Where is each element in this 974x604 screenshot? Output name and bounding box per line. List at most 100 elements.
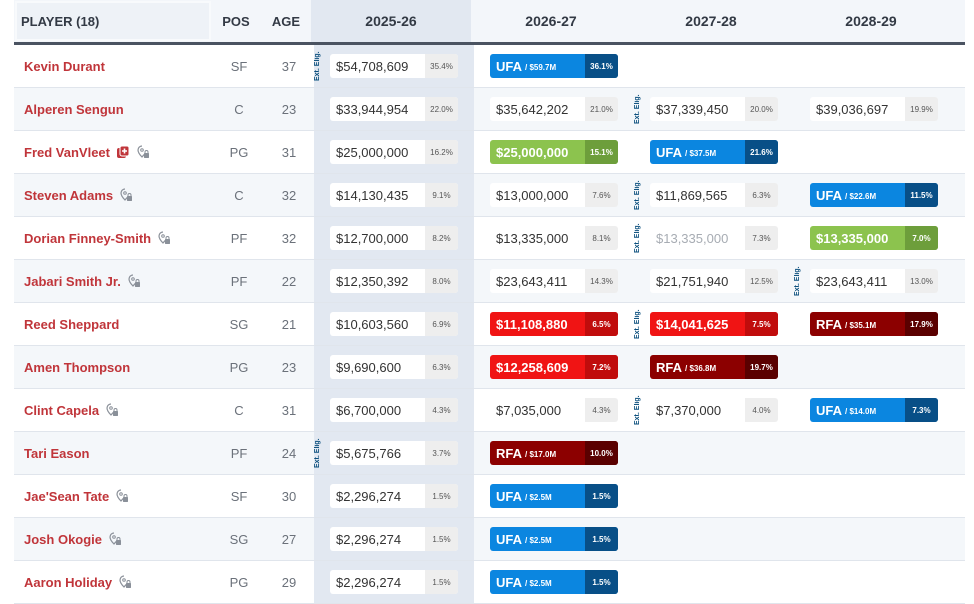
salary-box[interactable]: $5,675,766 3.7%: [330, 441, 458, 465]
ufa-badge[interactable]: UFA / $37.5M 21.6%: [650, 140, 778, 164]
cap-percent: 8.1%: [585, 226, 618, 250]
age-cell: 29: [281, 574, 297, 590]
player-name-link[interactable]: Kevin Durant: [24, 58, 105, 74]
salary-box[interactable]: $21,751,940 12.5%: [650, 269, 778, 293]
cap-hold-amount: / $35.1M: [845, 321, 877, 330]
player-name-link[interactable]: Reed Sheppard: [24, 316, 120, 332]
player-name-link[interactable]: Clint Capela: [24, 402, 100, 418]
salary-box[interactable]: $10,603,560 6.9%: [330, 312, 458, 336]
cap-hold-amount: / $17.0M: [525, 450, 557, 459]
cap-percent: 20.0%: [745, 97, 778, 121]
cap-percent: 1.5%: [585, 570, 618, 594]
position-cell: SF: [230, 58, 248, 74]
no-trade-icon[interactable]: [115, 489, 129, 503]
salary-box[interactable]: $23,643,411 14.3%: [490, 269, 618, 293]
salary-box[interactable]: $25,000,000 16.2%: [330, 140, 458, 164]
player-cell: Dorian Finney-Smith: [14, 231, 214, 246]
salary-box[interactable]: $23,643,411 13.0%: [810, 269, 938, 293]
salary-cell-year-0: $5,675,766 3.7% Ext. Elig.: [314, 432, 474, 474]
ext-elig-label: Ext. Elig.: [634, 180, 641, 210]
salary-value: $35,642,202: [496, 101, 569, 117]
salary-box[interactable]: $12,700,000 8.2%: [330, 226, 458, 250]
salary-value: $21,751,940: [656, 273, 729, 289]
no-trade-icon[interactable]: [118, 575, 132, 589]
injury-icon[interactable]: [116, 145, 130, 159]
salary-cell-year-3: RFA / $35.1M 17.9%: [794, 303, 954, 345]
salary-box[interactable]: $13,335,000 7.0%: [810, 226, 938, 250]
salary-box[interactable]: $13,000,000 7.6%: [490, 183, 618, 207]
salary-box[interactable]: $7,035,000 4.3%: [490, 398, 618, 422]
no-trade-icon[interactable]: [127, 274, 141, 288]
free-agent-type: RFA: [496, 445, 522, 461]
player-name-link[interactable]: Jabari Smith Jr.: [24, 273, 121, 289]
player-cell: Amen Thompson: [14, 360, 214, 375]
salary-box[interactable]: $39,036,697 19.9%: [810, 97, 938, 121]
player-cell: Alperen Sengun: [14, 102, 214, 117]
salary-value: $13,335,000: [656, 230, 729, 246]
ufa-badge[interactable]: UFA / $2.5M 1.5%: [490, 570, 618, 594]
rfa-badge[interactable]: RFA / $36.8M 19.7%: [650, 355, 778, 379]
header-age[interactable]: AGE: [271, 13, 301, 29]
player-name-link[interactable]: Steven Adams: [24, 187, 114, 203]
salary-cell-year-2: $21,751,940 12.5%: [634, 260, 794, 302]
salary-box[interactable]: $7,370,000 4.0%: [650, 398, 778, 422]
ext-elig-label: Ext. Elig.: [314, 438, 321, 468]
salary-box[interactable]: $25,000,000 15.1%: [490, 140, 618, 164]
salary-box[interactable]: $11,108,880 6.5%: [490, 312, 618, 336]
player-name-link[interactable]: Amen Thompson: [24, 359, 131, 375]
header-year-2025-26[interactable]: 2025-26: [311, 0, 471, 42]
salary-cell-year-1: $35,642,202 21.0%: [474, 88, 634, 130]
salary-box[interactable]: $12,350,392 8.0%: [330, 269, 458, 293]
player-name-link[interactable]: Tari Eason: [24, 445, 90, 461]
salary-cell-year-1: $13,335,000 8.1%: [474, 217, 634, 259]
salary-box[interactable]: $12,258,609 7.2%: [490, 355, 618, 379]
ufa-badge[interactable]: UFA / $2.5M 1.5%: [490, 484, 618, 508]
salary-box[interactable]: $11,869,565 6.3%: [650, 183, 778, 207]
no-trade-icon[interactable]: [157, 231, 171, 245]
header-year-2028-29[interactable]: 2028-29: [845, 13, 897, 29]
no-trade-icon[interactable]: [119, 188, 133, 202]
salary-value: $25,000,000: [336, 144, 409, 160]
cap-percent: 14.3%: [585, 269, 618, 293]
ufa-badge[interactable]: UFA / $22.6M 11.5%: [810, 183, 938, 207]
ufa-badge[interactable]: UFA / $2.5M 1.5%: [490, 527, 618, 551]
no-trade-icon[interactable]: [105, 403, 119, 417]
header-pos[interactable]: POS: [222, 13, 250, 29]
salary-box[interactable]: $6,700,000 4.3%: [330, 398, 458, 422]
salary-box[interactable]: $14,130,435 9.1%: [330, 183, 458, 207]
salary-box[interactable]: $54,708,609 35.4%: [330, 54, 458, 78]
ufa-badge[interactable]: UFA / $59.7M 36.1%: [490, 54, 618, 78]
salary-box[interactable]: $2,296,274 1.5%: [330, 570, 458, 594]
no-trade-icon[interactable]: [136, 145, 150, 159]
salary-box[interactable]: $13,335,000 8.1%: [490, 226, 618, 250]
salary-box[interactable]: $2,296,274 1.5%: [330, 527, 458, 551]
salary-value: $7,370,000: [656, 402, 722, 418]
salary-box[interactable]: $35,642,202 21.0%: [490, 97, 618, 121]
ext-elig-label: Ext. Elig.: [634, 395, 641, 425]
salary-box[interactable]: $13,335,000 7.3%: [650, 226, 778, 250]
salary-box[interactable]: $2,296,274 1.5%: [330, 484, 458, 508]
salary-cell-year-3: UFA / $22.6M 11.5%: [794, 174, 954, 216]
age-cell: 27: [281, 531, 297, 547]
salary-value: $12,350,392: [336, 273, 409, 289]
player-name-link[interactable]: Josh Okogie: [24, 531, 103, 547]
cap-percent: 1.5%: [585, 484, 618, 508]
salary-box[interactable]: $37,339,450 20.0%: [650, 97, 778, 121]
salary-box[interactable]: $14,041,625 7.5%: [650, 312, 778, 336]
free-agent-type: UFA: [816, 402, 842, 418]
player-name-link[interactable]: Aaron Holiday: [24, 574, 113, 590]
age-cell: 30: [281, 488, 297, 504]
player-name-link[interactable]: Alperen Sengun: [24, 101, 124, 117]
ufa-badge[interactable]: UFA / $14.0M 7.3%: [810, 398, 938, 422]
header-year-2027-28[interactable]: 2027-28: [685, 13, 737, 29]
header-year-2026-27[interactable]: 2026-27: [525, 13, 577, 29]
player-name-link[interactable]: Jae'Sean Tate: [24, 488, 110, 504]
player-name-link[interactable]: Fred VanVleet: [24, 144, 110, 160]
salary-box[interactable]: $9,690,600 6.3%: [330, 355, 458, 379]
player-name-link[interactable]: Dorian Finney-Smith: [24, 230, 152, 246]
header-player[interactable]: PLAYER (18): [15, 1, 211, 41]
rfa-badge[interactable]: RFA / $35.1M 17.9%: [810, 312, 938, 336]
rfa-badge[interactable]: RFA / $17.0M 10.0%: [490, 441, 618, 465]
no-trade-icon[interactable]: [108, 532, 122, 546]
salary-box[interactable]: $33,944,954 22.0%: [330, 97, 458, 121]
